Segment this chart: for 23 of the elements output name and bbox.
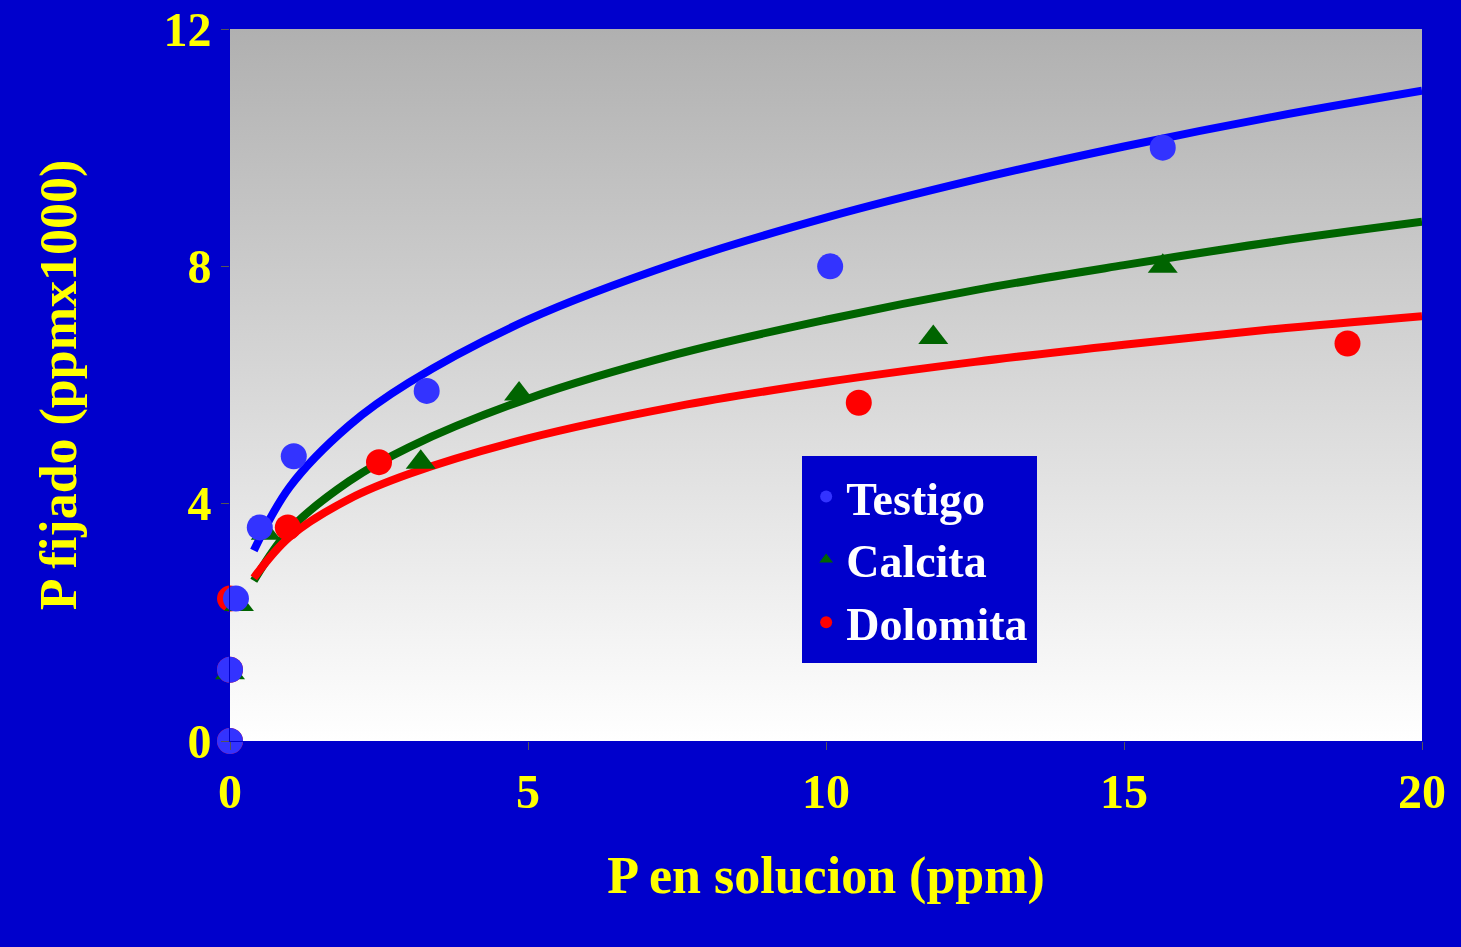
point	[1149, 134, 1176, 161]
legend-label: Dolomita	[846, 599, 1028, 651]
legend-label: Testigo	[846, 473, 986, 525]
x-axis-title: P en solucion (ppm)	[607, 847, 1045, 906]
y-tick-label: 0	[187, 714, 212, 768]
legend-label: Calcita	[846, 536, 987, 588]
point	[246, 514, 273, 541]
x-tick-label: 20	[1398, 764, 1446, 818]
x-tick-label: 5	[516, 764, 540, 818]
point	[366, 449, 392, 476]
y-tick-label: 8	[187, 240, 212, 294]
x-tick-label: 10	[802, 764, 850, 818]
point	[222, 585, 249, 612]
y-axis-title: P fijado (ppmx1000)	[29, 159, 88, 611]
point	[817, 253, 844, 280]
point	[413, 377, 440, 404]
point	[280, 443, 307, 470]
x-tick-label: 15	[1100, 764, 1148, 818]
y-tick-label: 12	[163, 2, 212, 56]
point	[274, 514, 301, 541]
point	[845, 389, 872, 416]
y-tick-label: 4	[187, 477, 212, 531]
point	[1334, 330, 1361, 357]
